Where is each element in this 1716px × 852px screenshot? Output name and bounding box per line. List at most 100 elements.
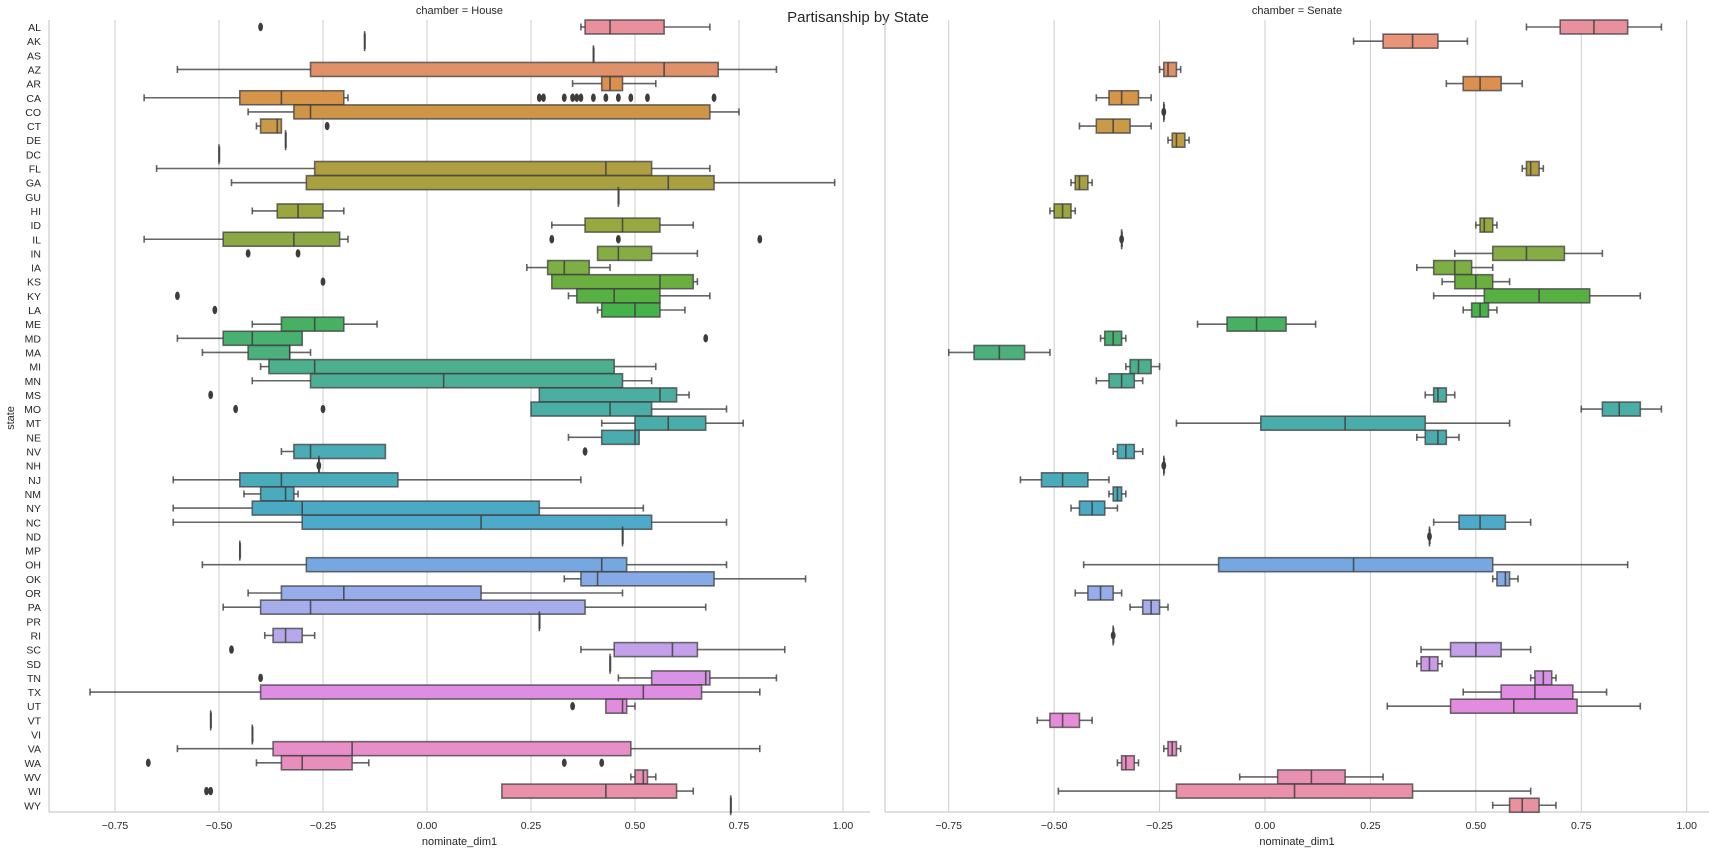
box-wa (145, 754, 605, 771)
y-tick-label: MD (25, 333, 42, 345)
y-tick-label: NJ (28, 475, 41, 487)
outlier-point (541, 93, 546, 102)
iqr-box (222, 231, 341, 248)
box-id (1475, 217, 1498, 233)
box-oh (201, 556, 728, 573)
x-tick-label: 0.25 (1360, 820, 1381, 832)
box-nd (1427, 526, 1432, 547)
outlier-point (145, 758, 151, 767)
outlier-point (628, 93, 634, 102)
x-tick-label: −0.25 (310, 820, 337, 832)
iqr-box (650, 670, 711, 686)
box-me (251, 316, 378, 332)
outlier-point (615, 235, 621, 244)
iqr-box (1074, 174, 1089, 191)
outlier-point (233, 404, 239, 414)
iqr-box (584, 19, 665, 35)
y-tick-label: MA (25, 347, 41, 359)
outlier-point (320, 277, 326, 286)
iqr-box (1259, 415, 1427, 432)
y-tick-label: IN (31, 248, 42, 260)
iqr-box (239, 471, 399, 488)
iqr-box (1040, 471, 1089, 488)
box-la (1462, 302, 1498, 318)
y-tick-label: OR (25, 588, 41, 600)
box-or (247, 585, 624, 601)
y-axis-label: state (5, 406, 17, 430)
box-fl (1521, 160, 1545, 177)
facet-title: chamber = House (416, 5, 503, 17)
outlier-point (245, 249, 251, 258)
iqr-box (305, 556, 628, 573)
box-nc (172, 514, 728, 531)
y-tick-label: AS (27, 50, 41, 62)
iqr-box (1432, 387, 1448, 403)
outlier-point (258, 673, 263, 683)
iqr-box (1108, 89, 1140, 106)
x-axis-label: nominate_dim1 (1259, 836, 1334, 848)
outlier-point (295, 249, 301, 258)
box-mi (1125, 358, 1161, 375)
box-ok (563, 571, 807, 587)
x-tick-label: 0.75 (1571, 820, 1592, 832)
box-al (258, 19, 711, 35)
iqr-box (1129, 358, 1152, 375)
box-mi (259, 358, 657, 375)
y-tick-label: OK (26, 574, 41, 586)
iqr-box (575, 288, 661, 304)
iqr-box (301, 514, 653, 531)
outlier-point (615, 93, 621, 102)
box-ga (1070, 174, 1093, 191)
iqr-box (259, 599, 586, 615)
box-ky (1432, 288, 1642, 304)
y-tick-label: ME (25, 319, 41, 331)
box-id (550, 217, 695, 233)
iqr-box (280, 316, 345, 332)
box-tn (1529, 670, 1557, 686)
x-tick-label: −0.50 (1041, 820, 1068, 832)
y-tick-label: VA (28, 744, 41, 756)
iqr-box (276, 203, 324, 219)
iqr-box (1217, 556, 1494, 573)
y-tick-label: GA (26, 178, 41, 190)
iqr-box (1491, 245, 1566, 262)
outlier-point (316, 461, 322, 470)
iqr-box (1453, 273, 1494, 290)
x-tick-label: −0.75 (102, 820, 129, 832)
outlier-point (757, 235, 763, 244)
y-tick-label: PA (28, 602, 41, 614)
x-tick-label: 1.00 (833, 820, 854, 832)
box-nd (621, 526, 624, 547)
box-vt (1036, 712, 1093, 729)
box-oh (1082, 556, 1629, 573)
outlier-point (582, 447, 588, 456)
box-wi (204, 783, 695, 799)
iqr-box (1382, 33, 1439, 49)
outlier-point (208, 786, 214, 796)
y-tick-label: OH (25, 560, 41, 572)
box-tx (89, 684, 761, 700)
y-tick-label: DE (26, 135, 41, 147)
iqr-box (1462, 75, 1502, 92)
panel-senate: −0.75 −0.50 −0.25 0.00 0.25 0.50 0.75 1.00 chamb… (884, 5, 1709, 848)
y-tick-label: TN (27, 673, 41, 685)
iqr-box (634, 769, 649, 785)
y-tick-label: IA (31, 263, 41, 275)
x-tick-label: −0.25 (1146, 820, 1173, 832)
box-ia (1416, 259, 1494, 276)
box-ca (143, 89, 717, 106)
iqr-box (596, 245, 653, 262)
iqr-box (634, 415, 707, 432)
iqr-box (550, 273, 695, 290)
box-co (1161, 101, 1167, 122)
box-sc (1420, 641, 1532, 658)
chart-title: Partisanship by State (787, 9, 929, 26)
outlier-point (570, 93, 575, 102)
box-ar (1445, 75, 1524, 92)
y-tick-label: WI (28, 786, 41, 798)
x-tick-label: 0.25 (521, 820, 542, 832)
box-nm (1108, 486, 1127, 502)
box-ak (363, 31, 366, 52)
iqr-box (546, 259, 591, 276)
